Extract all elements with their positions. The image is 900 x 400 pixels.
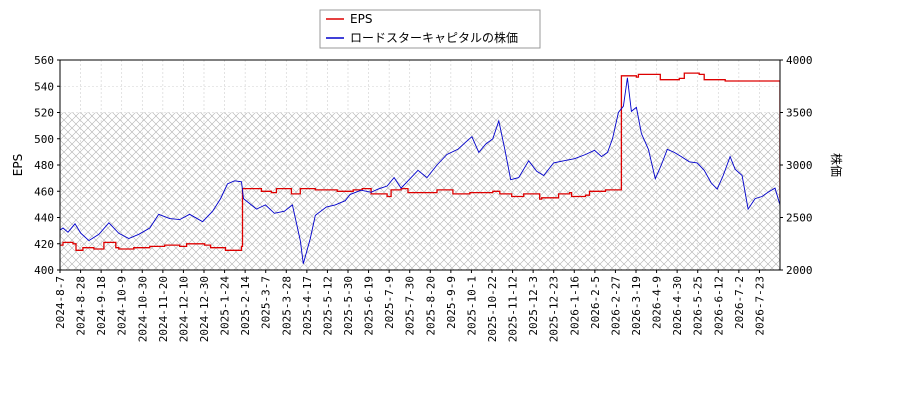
- x-tick-label: 2025-1-24: [219, 276, 232, 336]
- ticks: 400 420 440 460 480 500 520 540 560 2000 2500 3000 3…: [34, 54, 812, 342]
- series-line-stock-price: [60, 77, 780, 264]
- x-tick-label: 2026-5-25: [692, 276, 705, 336]
- legend-label-stock-price: ロードスターキャピタルの株価: [350, 30, 518, 45]
- y-left-tick-label: 500: [34, 133, 54, 146]
- series-line-eps: [60, 72, 780, 251]
- x-tick-label: 2024-8-7: [54, 276, 67, 329]
- x-tick-label: 2025-12-3: [527, 276, 540, 336]
- x-tick-label: 2025-10-1: [465, 276, 478, 336]
- x-tick-label: 2026-1-16: [568, 276, 581, 336]
- legend-label-eps: EPS: [350, 12, 372, 26]
- x-tick-label: 2024-10-9: [116, 276, 129, 336]
- x-tick-label: 2024-10-30: [136, 276, 149, 342]
- x-tick-label: 2026-3-19: [630, 276, 643, 336]
- x-tick-label: 2025-11-12: [507, 276, 520, 342]
- y-right-tick-label: 2500: [786, 212, 813, 225]
- x-tick-label: 2025-5-12: [321, 276, 334, 336]
- x-tick-label: 2024-11-20: [157, 276, 170, 342]
- x-tick-label: 2024-9-18: [95, 276, 108, 336]
- x-tick-label: 2025-8-20: [424, 276, 437, 336]
- y-left-tick-label: 480: [34, 159, 54, 172]
- x-tick-label: 2026-6-12: [712, 276, 725, 336]
- x-tick-label: 2025-3-7: [260, 276, 273, 329]
- y-left-axis-label: EPS: [11, 154, 25, 176]
- x-tick-label: 2025-12-23: [548, 276, 561, 342]
- y-left-tick-label: 560: [34, 54, 54, 67]
- x-tick-label: 2025-5-30: [342, 276, 355, 336]
- x-tick-label: 2025-3-28: [280, 276, 293, 336]
- x-tick-label: 2026-7-2: [733, 276, 746, 329]
- y-right-tick-label: 3500: [786, 107, 813, 120]
- x-tick-label: 2026-4-9: [651, 276, 664, 329]
- y-right-tick-label: 2000: [786, 264, 813, 277]
- series-layer: [60, 72, 780, 264]
- x-tick-label: 2024-12-10: [177, 276, 190, 342]
- legend: EPS ロードスターキャピタルの株価: [319, 9, 541, 49]
- x-tick-label: 2026-4-30: [671, 276, 684, 336]
- y-left-tick-label: 440: [34, 212, 54, 225]
- x-tick-label: 2024-12-30: [198, 276, 211, 342]
- x-tick-label: 2025-4-17: [301, 276, 314, 336]
- y-left-tick-label: 420: [34, 238, 54, 251]
- legend-box: [319, 9, 541, 49]
- y-right-tick-label: 3000: [786, 159, 813, 172]
- y-right-axis-label: 株価: [829, 153, 844, 177]
- y-left-tick-label: 540: [34, 80, 54, 93]
- x-tick-label: 2025-10-22: [486, 276, 499, 342]
- y-left-tick-label: 520: [34, 107, 54, 120]
- x-tick-label: 2026-7-23: [753, 276, 766, 336]
- x-tick-label: 2026-2-27: [609, 276, 622, 336]
- y-left-tick-label: 460: [34, 185, 54, 198]
- x-tick-label: 2025-7-9: [383, 276, 396, 329]
- x-tick-label: 2025-7-30: [404, 276, 417, 336]
- x-tick-label: 2024-8-28: [75, 276, 88, 336]
- x-tick-label: 2025-9-9: [445, 276, 458, 329]
- y-right-tick-label: 4000: [786, 54, 813, 67]
- x-tick-label: 2025-6-19: [363, 276, 376, 336]
- grid: [59, 59, 780, 271]
- x-tick-label: 2026-2-5: [589, 276, 602, 329]
- y-left-tick-label: 400: [34, 264, 54, 277]
- x-tick-label: 2025-2-14: [239, 276, 252, 336]
